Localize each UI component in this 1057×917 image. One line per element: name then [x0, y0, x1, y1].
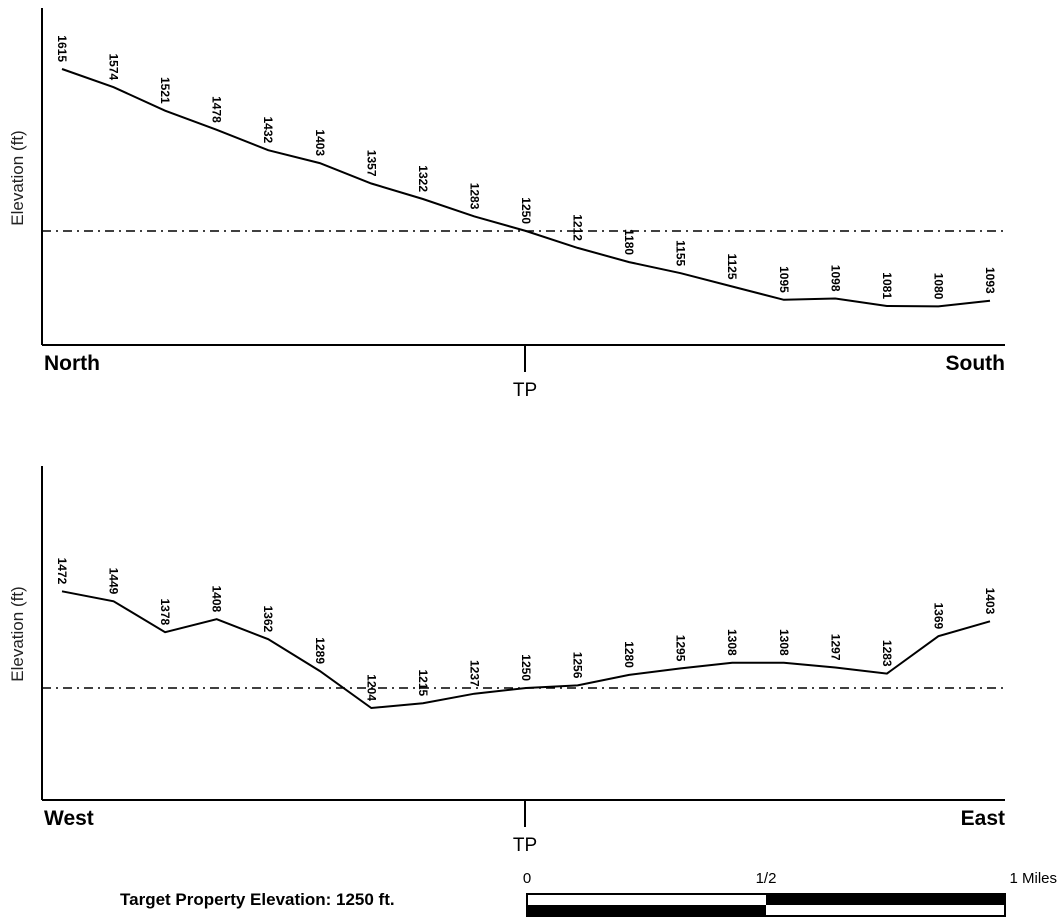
- elevation-value-label: 1250: [519, 197, 533, 224]
- west-east-profile-panel: Elevation (ft) West East TP 1472 1449 1378…: [8, 466, 1005, 856]
- south-label: South: [946, 352, 1005, 375]
- elevation-value-label: 1521: [158, 77, 172, 104]
- tp-label: TP: [513, 380, 537, 401]
- elevation-series-line: [61, 590, 991, 710]
- elevation-value-label: 1472: [55, 558, 69, 585]
- elevation-series-line: [61, 68, 991, 308]
- east-label: East: [961, 807, 1005, 830]
- north-label: North: [44, 352, 100, 375]
- scale-label-half: 1/2: [756, 870, 777, 887]
- scale-bar: 0 1/2 1 Miles: [523, 870, 1057, 917]
- elevation-value-label: 1322: [416, 165, 430, 192]
- elevation-data-labels: 1472 1449 1378 1408 1362 1289 1204 1215 1237 1250…: [55, 558, 997, 702]
- y-axis-label: Elevation (ft): [8, 130, 27, 225]
- north-south-profile-panel: Elevation (ft) North South TP 1615 1574 15…: [8, 8, 1005, 401]
- elevation-value-label: 1369: [931, 602, 945, 629]
- elevation-value-label: 1362: [261, 605, 275, 632]
- elevation-value-label: 1357: [364, 150, 378, 177]
- elevation-value-label: 1250: [519, 654, 533, 681]
- elevation-value-label: 1280: [622, 641, 636, 668]
- elevation-value-label: 1403: [313, 129, 327, 156]
- elevation-value-label: 1432: [261, 116, 275, 143]
- tp-label: TP: [513, 835, 537, 856]
- target-property-elevation: Target Property Elevation: 1250 ft.: [120, 890, 395, 909]
- elevation-value-label: 1289: [313, 637, 327, 664]
- elevation-value-label: 1204: [364, 674, 378, 701]
- elevation-value-label: 1256: [571, 652, 585, 679]
- elevation-value-label: 1081: [880, 272, 894, 299]
- elevation-value-label: 1378: [158, 598, 172, 625]
- elevation-value-label: 1215: [416, 669, 430, 696]
- scale-label-0: 0: [523, 870, 531, 887]
- elevation-value-label: 1295: [674, 635, 688, 662]
- scale-bar-top-right-segment: [766, 894, 1005, 905]
- elevation-value-label: 1478: [210, 96, 224, 123]
- elevation-value-label: 1308: [777, 629, 791, 656]
- elevation-value-label: 1403: [983, 588, 997, 615]
- elevation-value-label: 1125: [725, 253, 739, 279]
- elevation-value-label: 1237: [467, 660, 481, 687]
- elevation-value-label: 1283: [467, 183, 481, 210]
- scale-label-1-mile: 1 Miles: [1009, 870, 1057, 887]
- elevation-value-label: 1574: [107, 53, 121, 80]
- elevation-value-label: 1180: [622, 229, 636, 255]
- elevation-value-label: 1095: [777, 266, 791, 293]
- elevation-value-label: 1408: [210, 585, 224, 612]
- scale-bar-bottom-left-segment: [527, 905, 766, 916]
- west-label: West: [44, 807, 94, 830]
- elevation-data-labels: 1615 1574 1521 1478 1432 1403 1357 1322 1283 1250…: [55, 35, 997, 299]
- elevation-value-label: 1155: [674, 240, 688, 266]
- elevation-value-label: 1308: [725, 629, 739, 656]
- elevation-value-label: 1098: [828, 265, 842, 292]
- elevation-value-label: 1080: [931, 273, 945, 300]
- y-axis-label: Elevation (ft): [8, 586, 27, 681]
- elevation-value-label: 1093: [983, 267, 997, 294]
- elevation-value-label: 1212: [571, 214, 585, 241]
- elevation-value-label: 1297: [828, 634, 842, 661]
- elevation-value-label: 1615: [55, 35, 69, 62]
- elevation-value-label: 1449: [107, 568, 121, 595]
- elevation-value-label: 1283: [880, 640, 894, 667]
